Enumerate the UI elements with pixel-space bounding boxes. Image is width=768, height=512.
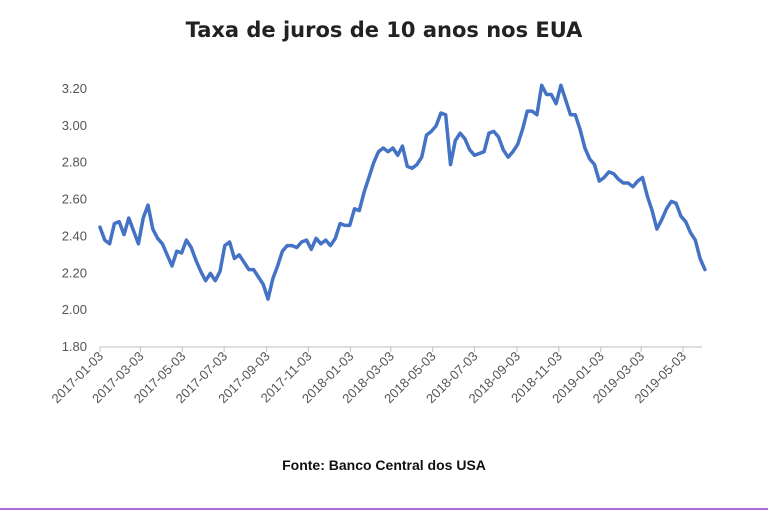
y-tick-label: 2.40 <box>62 228 87 243</box>
y-tick-label: 3.00 <box>62 118 87 133</box>
y-tick-label: 2.60 <box>62 192 87 207</box>
series-line <box>98 83 707 301</box>
source-note: Fonte: Banco Central dos USA <box>282 457 486 473</box>
chart-title: Taxa de juros de 10 anos nos EUA <box>185 18 583 42</box>
series <box>98 83 707 301</box>
y-tick-label: 2.80 <box>62 155 87 170</box>
bottom-divider <box>0 508 768 510</box>
y-tick-label: 3.20 <box>62 81 87 96</box>
y-tick-label: 2.00 <box>62 302 87 317</box>
y-axis: 1.80 2.00 2.20 2.40 2.60 2.80 3.00 3.20 <box>62 81 87 354</box>
x-axis: 2017-01-032017-03-032017-05-032017-07-03… <box>48 347 689 406</box>
y-tick-label: 2.20 <box>62 265 87 280</box>
y-tick-label: 1.80 <box>62 339 87 354</box>
